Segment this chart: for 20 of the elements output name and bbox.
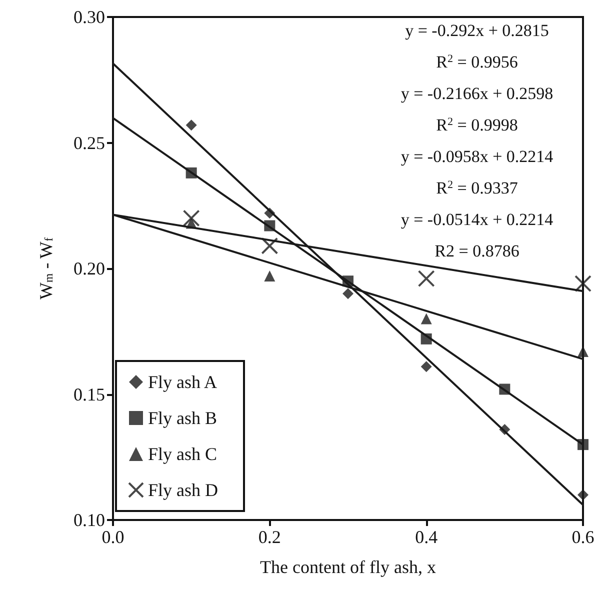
y-tick-label: 0.15	[74, 384, 105, 404]
x-tick-label: 0.0	[102, 527, 124, 547]
annotation: y = -0.2166x + 0.2598	[400, 84, 554, 103]
x-axis-title: The content of fly ash, x	[260, 557, 436, 577]
y-axis-title: Wm - Wf	[36, 237, 56, 300]
annotation: y = -0.0514x + 0.2214	[400, 210, 554, 229]
annotation: y = -0.0958x + 0.2214	[400, 147, 554, 166]
y-tick-label: 0.30	[74, 7, 105, 27]
x-tick-label: 0.2	[258, 527, 281, 547]
x-tick-label: 0.6	[572, 527, 594, 547]
legend-label: Fly ash A	[148, 372, 218, 392]
annotation: y = -0.292x + 0.2815	[405, 21, 549, 40]
legend-label: Fly ash D	[148, 480, 218, 500]
y-tick-label: 0.25	[74, 132, 105, 153]
y-tick-label: 0.10	[74, 510, 105, 530]
y-tick-label: 0.20	[74, 258, 105, 278]
legend-label: Fly ash B	[148, 408, 218, 428]
x-tick-label: 0.4	[415, 527, 438, 547]
legend-label: Fly ash C	[148, 444, 218, 464]
annotation: R2 = 0.8786	[434, 242, 520, 260]
